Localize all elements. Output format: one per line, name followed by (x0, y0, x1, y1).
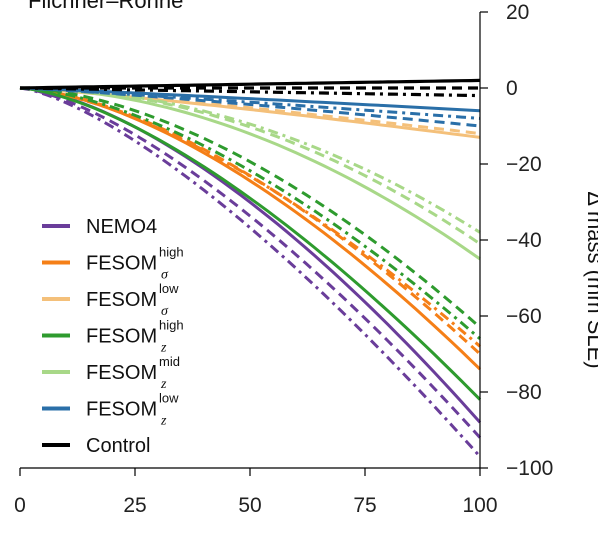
legend-label: FESOM (86, 326, 157, 348)
legend-subscript: z (160, 414, 167, 429)
legend-superscript: low (159, 281, 179, 296)
legend-label: FESOM (86, 399, 157, 421)
legend-label: NEMO4 (86, 216, 157, 238)
x-tick-label: 25 (123, 494, 146, 517)
series-line-19 (19, 86, 481, 98)
series-line-2 (19, 86, 482, 458)
series-line-11 (19, 86, 481, 261)
y-tick-label: −80 (506, 381, 542, 404)
y-tick-label: 20 (506, 1, 529, 24)
x-tick-label: 100 (462, 494, 497, 517)
series-layer (19, 78, 482, 458)
legend-item: Control (42, 435, 150, 457)
legend-superscript: high (159, 318, 184, 333)
series-line-16 (19, 86, 481, 120)
y-axis-label: Δ mass (mm SLE) (583, 191, 598, 368)
series-line-1 (19, 86, 482, 439)
legend-label: FESOM (86, 289, 157, 311)
legend-label: Control (86, 435, 150, 457)
series-line-10 (19, 86, 481, 340)
legend-item: NEMO4 (42, 216, 157, 238)
x-tick-label: 50 (238, 494, 261, 517)
axes-layer: 0 25 50 75 100 20 0 −20 −40 −60 −80 −100 (14, 1, 553, 517)
series-line-12 (19, 86, 481, 246)
series-line-17 (19, 78, 481, 90)
y-tick-label: 0 (506, 77, 518, 100)
legend-subscript: σ (161, 304, 169, 319)
series-line-9 (19, 86, 481, 329)
legend-subscript: σ (161, 268, 169, 283)
x-tick-label: 75 (353, 494, 376, 517)
legend-label: FESOM (86, 253, 157, 275)
legend-subscript: z (160, 341, 167, 356)
series-line-15 (19, 86, 481, 128)
series-line-5 (19, 86, 481, 348)
y-tick-label: −40 (506, 229, 542, 252)
legend-subscript: z (160, 377, 167, 392)
legend-label: FESOM (86, 362, 157, 384)
legend-superscript: low (159, 391, 179, 406)
legend-superscript: high (159, 245, 184, 260)
series-line-8 (19, 86, 482, 401)
series-line-4 (19, 86, 482, 356)
chart-title: Filchner–Ronne (28, 0, 183, 13)
series-line-7 (19, 86, 481, 136)
y-tick-label: −60 (506, 305, 542, 328)
x-tick-label: 0 (14, 494, 26, 517)
y-tick-label: −20 (506, 153, 542, 176)
y-tick-label: −100 (506, 457, 553, 480)
legend-superscript: mid (159, 354, 180, 369)
legend: NEMO4FESOMhighσFESOMlowσFESOMhighzFESOMm… (42, 216, 184, 457)
